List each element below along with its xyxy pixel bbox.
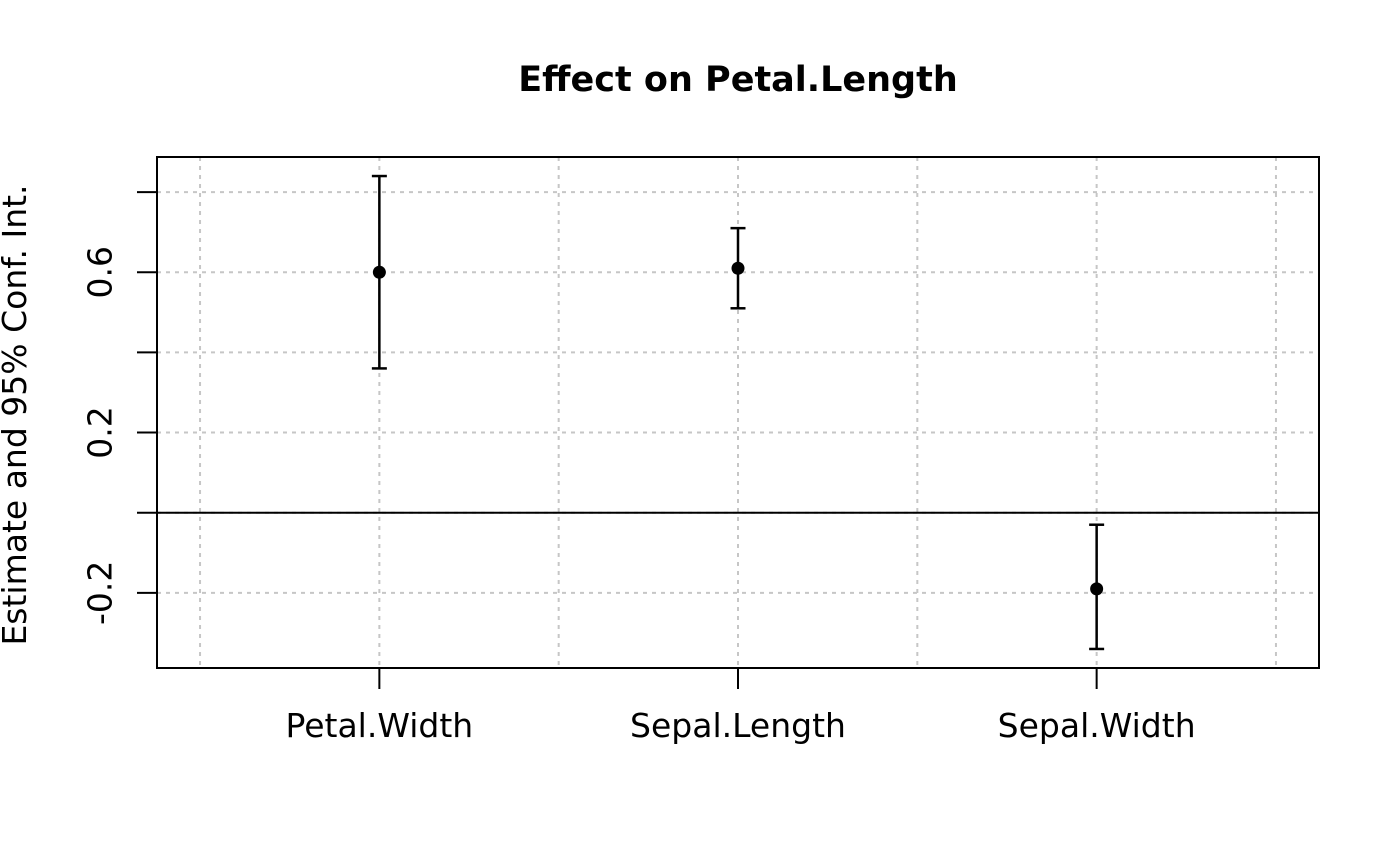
x-category-label: Petal.Width	[285, 706, 473, 745]
data-point	[372, 265, 386, 279]
axis-layer: 0.6 0.2 -0.2 Petal.Width Sepal.Length Sepal.W…	[81, 156, 1320, 745]
x-category-label: Sepal.Width	[998, 706, 1196, 745]
y-axis-title: Estimate and 95% Conf. Int.	[0, 184, 34, 645]
y-tick-label: -0.2	[81, 561, 120, 625]
chart-title: Effect on Petal.Length	[518, 60, 958, 100]
data-point	[1090, 582, 1104, 596]
data-point	[731, 261, 745, 275]
data-layer	[371, 174, 1105, 651]
y-tick-label: 0.2	[81, 406, 120, 458]
x-category-label: Sepal.Length	[630, 706, 846, 745]
y-tick-label: 0.6	[81, 246, 120, 298]
